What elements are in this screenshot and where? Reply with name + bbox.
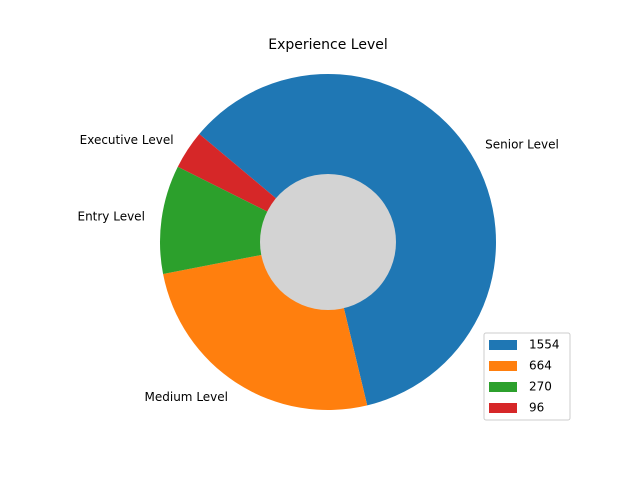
slice-labels: Senior Level Medium Level Entry Level Execu… — [77, 133, 558, 404]
chart-title: Experience Level — [268, 37, 387, 53]
legend-label: 270 — [529, 380, 552, 394]
slice-label-senior-level: Senior Level — [485, 137, 559, 151]
slice-label-executive-level: Executive Level — [80, 133, 174, 147]
legend-swatch — [489, 382, 517, 392]
legend: 1554 664 270 96 — [483, 332, 571, 421]
legend-label: 1554 — [529, 338, 560, 352]
legend-label: 96 — [529, 401, 544, 415]
legend-swatch — [489, 340, 517, 350]
slice-label-entry-level: Entry Level — [77, 209, 144, 223]
legend-box — [483, 332, 571, 421]
slice-label-medium-level: Medium Level — [145, 390, 228, 404]
legend-swatch — [489, 361, 517, 371]
pie-center-hole — [260, 174, 396, 310]
legend-label: 664 — [529, 359, 552, 373]
legend-items: 1554 664 270 96 — [489, 338, 560, 415]
legend-swatch — [489, 403, 517, 413]
